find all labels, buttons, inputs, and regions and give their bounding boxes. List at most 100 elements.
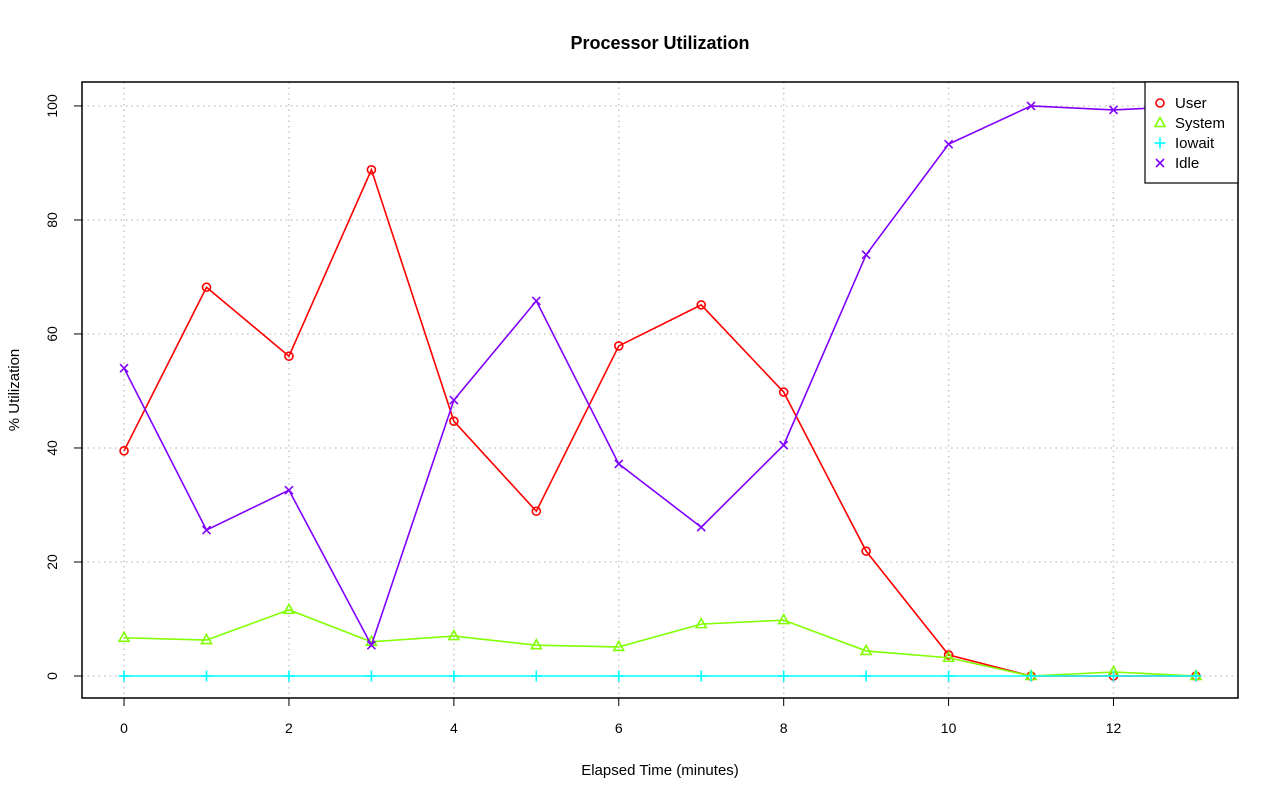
cross-marker-b: [366, 640, 376, 650]
series-line-user: [123, 167, 1196, 677]
data-point-user: [861, 546, 871, 556]
circle-marker: [613, 341, 624, 351]
cross-marker-b: [779, 440, 789, 450]
y-tick-label: 20: [44, 554, 60, 570]
y-tick-label: 60: [44, 326, 60, 342]
data-point-system: [612, 639, 626, 652]
data-point-idle: [614, 459, 624, 469]
triangle-marker: [447, 628, 461, 641]
data-point-idle: [1108, 105, 1119, 115]
triangle-marker: [859, 643, 873, 656]
circle-marker: [1155, 98, 1165, 108]
legend-marker-user: [1155, 98, 1165, 108]
x-tick-label: 2: [285, 720, 293, 736]
triangle-marker: [694, 616, 708, 629]
triangle-marker: [1153, 115, 1167, 128]
data-point-iowait: [448, 670, 460, 682]
triangle-marker: [612, 639, 626, 652]
data-point-idle: [696, 522, 706, 532]
circle-marker: [284, 351, 294, 361]
data-point-iowait: [943, 670, 955, 682]
x-tick-label: 4: [450, 720, 458, 736]
cross-marker-b: [449, 395, 459, 405]
legend-label-user: User: [1175, 95, 1207, 112]
data-point-idle: [779, 440, 789, 450]
series-line-system: [124, 609, 1196, 677]
cross-marker-b: [861, 250, 871, 260]
cross-marker-b: [614, 459, 624, 469]
circle-marker: [449, 416, 459, 426]
cross-marker-b: [531, 296, 541, 306]
cross-marker-b: [1026, 101, 1036, 111]
legend: User System Iowait Idle: [1144, 81, 1239, 184]
legend-label-system: System: [1175, 115, 1225, 132]
data-point-iowait: [1107, 670, 1119, 682]
triangle-marker: [942, 650, 955, 663]
circle-marker: [201, 282, 212, 293]
cross-marker-b: [944, 139, 954, 149]
series-iowait: [118, 670, 1202, 682]
triangle-marker: [200, 632, 213, 645]
data-point-user: [613, 341, 624, 351]
series-system: [117, 602, 1203, 681]
cross-marker-b: [119, 363, 129, 373]
data-point-iowait: [530, 670, 542, 682]
data-point-system: [694, 616, 708, 629]
circle-marker: [778, 387, 789, 397]
x-tick-label: 6: [615, 720, 623, 736]
data-point-system: [942, 650, 955, 663]
circle-marker: [531, 506, 542, 517]
grid: [82, 82, 1238, 698]
data-point-idle: [944, 139, 954, 149]
data-point-iowait: [1190, 670, 1202, 682]
circle-marker: [366, 164, 377, 175]
triangle-marker: [117, 630, 131, 643]
series-group: [117, 101, 1203, 682]
data-point-idle: [449, 395, 459, 405]
data-point-idle: [366, 640, 376, 650]
series-user: [119, 164, 1201, 681]
cross-marker-b: [201, 525, 212, 535]
data-point-idle: [284, 485, 294, 495]
data-point-user: [696, 300, 707, 310]
circle-marker: [861, 546, 871, 556]
data-point-system: [447, 628, 461, 641]
data-point-system: [117, 630, 131, 643]
circle-marker: [119, 446, 129, 456]
data-point-user: [284, 351, 294, 361]
y-tick-label: 100: [44, 94, 60, 118]
series-line-idle: [123, 105, 1196, 648]
legend-marker-system: [1153, 115, 1167, 128]
data-point-iowait: [201, 670, 213, 682]
data-point-user: [531, 506, 542, 517]
cross-marker-b: [1155, 158, 1165, 168]
y-tick-label: 80: [44, 212, 60, 228]
legend-label-idle: Idle: [1175, 155, 1199, 172]
data-point-user: [201, 282, 212, 293]
cross-marker-b: [284, 485, 294, 495]
cross-marker-b: [1108, 105, 1119, 115]
data-point-idle: [531, 296, 541, 306]
legend-marker-iowait: [1154, 137, 1166, 149]
series-idle: [119, 101, 1201, 650]
data-point-idle: [119, 363, 129, 373]
cross-marker-b: [696, 522, 706, 532]
data-point-iowait: [695, 670, 707, 682]
y-axis-label: % Utilization: [6, 349, 23, 432]
circle-marker: [696, 300, 707, 310]
data-point-idle: [1026, 101, 1036, 111]
data-point-user: [778, 387, 789, 397]
x-tick-label: 12: [1106, 720, 1122, 736]
data-point-iowait: [778, 670, 790, 682]
y-tick-label: 0: [44, 672, 60, 680]
x-tick-label: 8: [780, 720, 788, 736]
data-point-system: [282, 602, 296, 615]
legend-label-iowait: Iowait: [1175, 135, 1215, 152]
data-point-user: [449, 416, 459, 426]
x-axis-label: Elapsed Time (minutes): [581, 762, 739, 779]
data-point-system: [529, 638, 543, 650]
data-point-system: [859, 643, 873, 656]
data-point-iowait: [613, 670, 625, 682]
plot-border: [81, 81, 1239, 699]
